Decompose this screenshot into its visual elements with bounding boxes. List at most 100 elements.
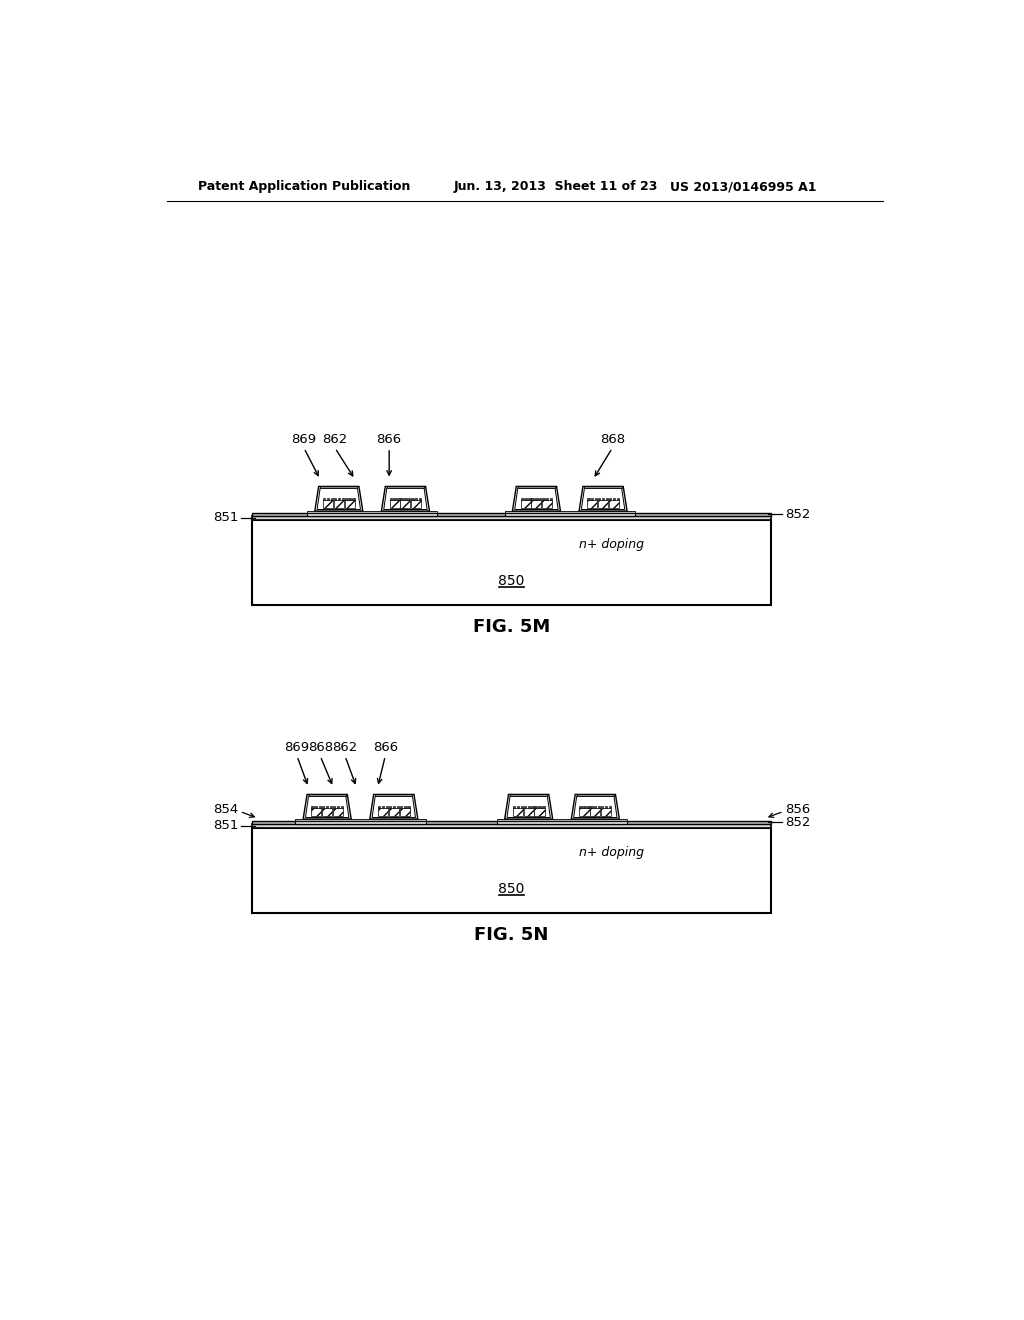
Bar <box>543 807 545 808</box>
Bar <box>510 793 547 796</box>
Bar <box>587 498 590 500</box>
Text: 850: 850 <box>499 882 525 896</box>
Bar <box>587 500 597 508</box>
Bar <box>323 500 333 508</box>
Bar <box>352 498 354 500</box>
Bar <box>412 500 421 508</box>
Bar <box>585 486 622 488</box>
Text: 869: 869 <box>292 433 316 446</box>
Bar <box>535 807 537 808</box>
Text: Jun. 13, 2013  Sheet 11 of 23: Jun. 13, 2013 Sheet 11 of 23 <box>454 181 657 194</box>
Bar <box>539 807 541 808</box>
Bar <box>308 793 346 796</box>
Bar <box>505 512 635 516</box>
Bar <box>590 808 600 816</box>
Bar <box>497 821 627 825</box>
Bar <box>389 498 392 500</box>
Bar <box>400 500 411 508</box>
Bar <box>497 818 627 821</box>
Bar <box>540 498 542 500</box>
Bar <box>396 807 399 808</box>
Bar <box>517 807 519 808</box>
Bar <box>609 500 618 508</box>
Text: US 2013/0146995 A1: US 2013/0146995 A1 <box>671 181 817 194</box>
Bar <box>412 498 414 500</box>
Bar <box>523 807 526 808</box>
Text: 868: 868 <box>600 433 625 446</box>
Bar <box>333 807 335 808</box>
Bar <box>403 807 406 808</box>
Bar <box>331 498 333 500</box>
Bar <box>580 808 590 816</box>
Text: 866: 866 <box>377 433 401 446</box>
Bar <box>408 807 410 808</box>
Bar <box>307 512 437 516</box>
Polygon shape <box>384 488 427 510</box>
Bar <box>252 829 771 913</box>
Polygon shape <box>370 795 418 818</box>
Bar <box>524 498 526 500</box>
Polygon shape <box>372 796 416 817</box>
Bar <box>587 807 590 808</box>
Bar <box>252 512 771 516</box>
Polygon shape <box>303 795 351 818</box>
Bar <box>543 498 545 500</box>
Bar <box>307 511 437 512</box>
Bar <box>598 498 600 500</box>
Text: 852: 852 <box>785 508 811 520</box>
Bar <box>400 498 402 500</box>
Bar <box>598 500 608 508</box>
Text: 862: 862 <box>333 742 357 755</box>
Bar <box>543 500 552 508</box>
Bar <box>531 498 534 500</box>
Bar <box>505 511 635 512</box>
Bar <box>323 808 332 816</box>
Bar <box>595 498 597 500</box>
Bar <box>323 807 325 808</box>
Bar <box>399 807 402 808</box>
Bar <box>518 486 555 488</box>
Bar <box>252 516 771 520</box>
Bar <box>330 807 332 808</box>
Text: 869: 869 <box>285 742 309 755</box>
Bar <box>315 807 317 808</box>
Bar <box>252 821 771 824</box>
Bar <box>531 807 534 808</box>
Bar <box>295 818 426 821</box>
Bar <box>616 498 618 500</box>
Text: 856: 856 <box>785 804 810 816</box>
Bar <box>606 498 608 500</box>
Bar <box>337 807 339 808</box>
Text: n+ doping: n+ doping <box>580 537 644 550</box>
Bar <box>520 498 523 500</box>
Bar <box>580 807 582 808</box>
Bar <box>311 808 322 816</box>
Bar <box>535 808 545 816</box>
Bar <box>342 498 344 500</box>
Polygon shape <box>314 487 362 511</box>
Bar <box>523 808 534 816</box>
Bar <box>409 498 411 500</box>
Polygon shape <box>381 487 429 511</box>
Bar <box>520 807 523 808</box>
Bar <box>609 498 611 500</box>
Bar <box>550 498 552 500</box>
Bar <box>419 498 421 500</box>
Polygon shape <box>512 487 560 511</box>
Bar <box>591 498 593 500</box>
Bar <box>389 500 399 508</box>
Bar <box>513 807 515 808</box>
Bar <box>594 807 597 808</box>
Text: n+ doping: n+ doping <box>580 846 644 858</box>
Bar <box>404 498 407 500</box>
Bar <box>605 807 607 808</box>
Bar <box>386 807 388 808</box>
Bar <box>601 807 603 808</box>
Text: 852: 852 <box>785 816 811 829</box>
Bar <box>338 498 340 500</box>
Bar <box>399 808 410 816</box>
Bar <box>334 500 344 508</box>
Text: 850: 850 <box>499 574 525 589</box>
Polygon shape <box>582 488 625 510</box>
Bar <box>392 807 395 808</box>
